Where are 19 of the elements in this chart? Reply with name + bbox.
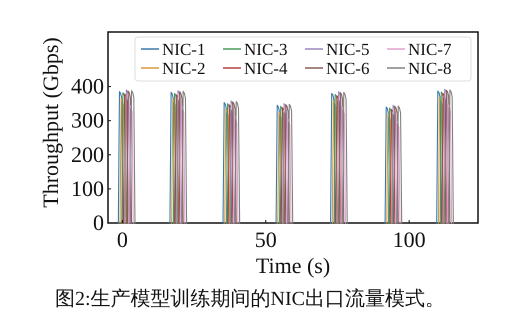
- y-tick-label: 300: [71, 108, 104, 133]
- legend-label: NIC-5: [326, 40, 370, 59]
- legend-label: NIC-7: [408, 40, 452, 59]
- y-axis-title: Throughput (Gbps): [38, 37, 63, 208]
- legend-label: NIC-2: [162, 59, 206, 78]
- x-tick-label: 0: [116, 227, 128, 252]
- y-tick-label: 400: [71, 74, 104, 99]
- y-tick-label: 200: [71, 142, 104, 167]
- caption: 图2:生产模型训练期间的NIC出口流量模式。: [55, 288, 445, 310]
- legend-label: NIC-4: [244, 59, 288, 78]
- x-tick-label: 100: [392, 227, 426, 252]
- x-axis-title: Time (s): [256, 253, 330, 278]
- y-tick-label: 0: [93, 210, 104, 235]
- x-tick-label: 50: [254, 227, 277, 252]
- legend-label: NIC-1: [162, 40, 206, 59]
- legend-label: NIC-6: [326, 59, 370, 78]
- legend-label: NIC-8: [408, 59, 452, 78]
- y-tick-label: 100: [71, 176, 104, 201]
- legend-label: NIC-3: [244, 40, 288, 59]
